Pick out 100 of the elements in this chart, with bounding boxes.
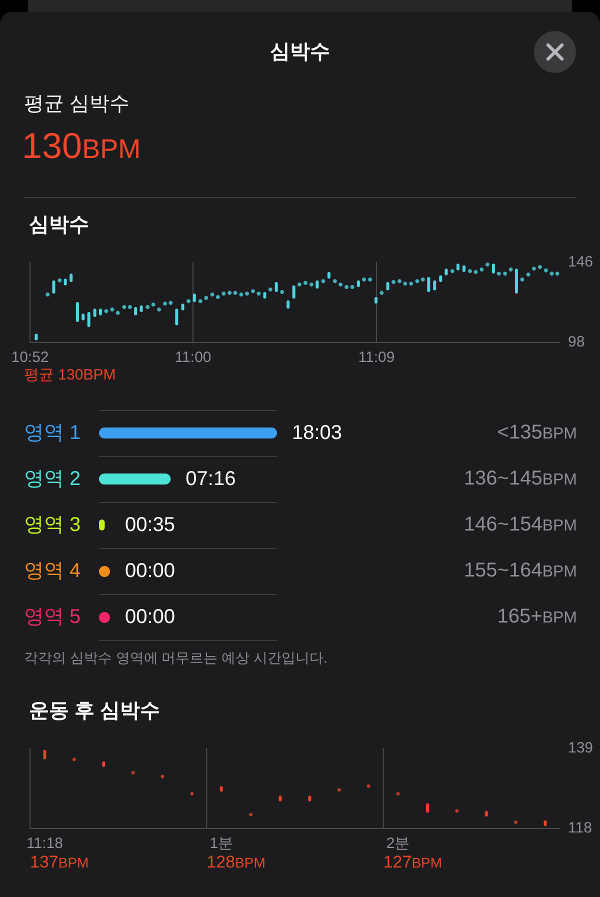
point — [198, 299, 202, 304]
bar — [87, 312, 90, 327]
text: 127BPM — [383, 852, 442, 872]
x-tick-label: 11:00 — [174, 349, 212, 366]
point — [337, 788, 341, 792]
point — [131, 771, 135, 775]
point — [480, 268, 484, 272]
point — [366, 784, 370, 788]
x-tick-label: 2분 — [386, 835, 410, 852]
point — [297, 282, 302, 286]
data-label: 00:00 — [125, 560, 176, 582]
x-tick-label: 10:52 — [11, 349, 49, 366]
point — [163, 302, 168, 306]
point — [338, 282, 343, 286]
point — [332, 279, 337, 284]
point — [256, 292, 261, 296]
point — [122, 305, 126, 309]
point — [496, 272, 501, 276]
y-tick-label: 영역 1 — [24, 422, 81, 444]
point — [72, 758, 76, 762]
point — [244, 292, 249, 296]
point — [321, 279, 326, 284]
point — [128, 305, 132, 309]
point — [392, 280, 396, 284]
y2-tick-label: 165+BPM — [497, 606, 577, 628]
point — [514, 820, 518, 824]
text: 평균 심박수 — [24, 92, 130, 116]
point — [555, 272, 560, 276]
data-label: 07:16 — [186, 468, 236, 490]
x-tick-label: 11:09 — [358, 349, 395, 366]
data-label: 00:00 — [125, 606, 176, 628]
text: 130BPM — [22, 125, 141, 166]
text: 각각의 심박수 영역에 머무르는 예상 시간입니다. — [24, 649, 328, 666]
point — [396, 792, 400, 796]
point — [503, 272, 508, 276]
y-tick-label: 118 — [568, 820, 592, 836]
point — [398, 279, 402, 284]
point — [485, 262, 490, 266]
y-tick-label: 146 — [568, 254, 594, 270]
text: 평균 130BPM — [24, 366, 116, 384]
point — [216, 295, 220, 299]
chart-title: 심박수 — [29, 214, 89, 236]
point — [250, 289, 255, 294]
point — [110, 308, 114, 312]
point — [538, 265, 542, 269]
point — [344, 285, 349, 289]
chart-title: 운동 후 심박수 — [29, 700, 160, 722]
y2-tick-label: 155~164BPM — [464, 560, 577, 582]
point — [409, 282, 414, 286]
point — [520, 278, 524, 282]
y2-tick-label: 136~145BPM — [464, 468, 577, 490]
bar — [175, 308, 178, 326]
point — [420, 278, 425, 282]
point — [151, 302, 156, 306]
point — [233, 290, 238, 295]
y-tick-label: 139 — [568, 740, 594, 756]
text: 128BPM — [206, 852, 266, 872]
point — [157, 308, 162, 312]
point — [544, 268, 548, 272]
point — [550, 272, 554, 276]
point — [280, 290, 284, 294]
point — [368, 278, 372, 282]
point — [239, 292, 244, 296]
bar — [514, 268, 518, 294]
point — [455, 809, 459, 813]
x-tick-label: 11:18 — [26, 835, 63, 852]
point — [222, 292, 226, 296]
point — [190, 792, 194, 796]
y-tick-label: 영역 5 — [24, 606, 81, 628]
text: 심박수 — [270, 40, 330, 64]
y-tick-label: 98 — [568, 334, 585, 350]
point — [350, 285, 354, 289]
point — [168, 300, 173, 305]
y2-tick-label: 146~154BPM — [464, 514, 577, 536]
point — [186, 299, 191, 304]
text: 137BPM — [30, 852, 89, 872]
bar — [427, 277, 430, 292]
point — [228, 290, 232, 295]
data-label: 00:35 — [125, 514, 176, 536]
bar — [76, 302, 79, 322]
y-tick-label: 영역 3 — [24, 514, 81, 536]
point — [146, 305, 150, 309]
point — [309, 282, 314, 286]
point — [532, 266, 536, 271]
point — [474, 270, 478, 274]
point — [303, 280, 308, 285]
point — [204, 296, 208, 300]
point — [249, 812, 253, 816]
point — [268, 288, 272, 292]
y2-tick-label: <135BPM — [497, 422, 577, 444]
point — [362, 278, 366, 282]
point — [46, 292, 50, 296]
y-tick-label: 영역 4 — [24, 560, 81, 582]
point — [116, 310, 120, 315]
y-tick-label: 영역 2 — [24, 468, 81, 490]
point — [508, 268, 513, 272]
data-label: 18:03 — [292, 422, 342, 444]
x-tick-label: 1분 — [210, 835, 234, 852]
point — [450, 269, 454, 274]
point — [415, 279, 420, 284]
